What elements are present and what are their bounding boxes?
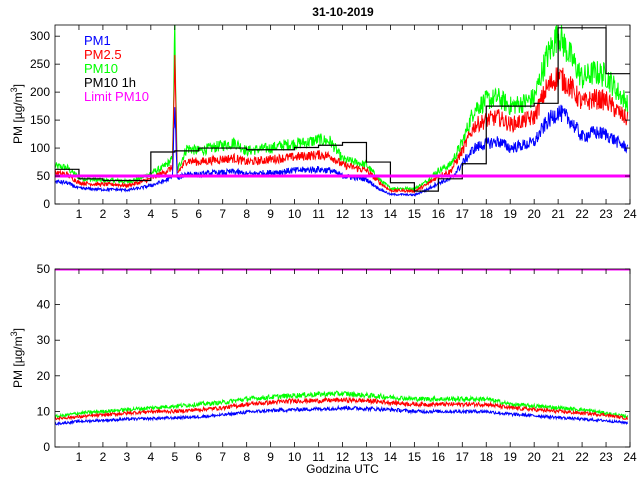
legend-entry-pm10: PM10 [84, 61, 118, 76]
x-tick-label: 15 [408, 207, 422, 221]
x-tick-label: 18 [480, 450, 494, 464]
x-tick-label: 2 [100, 207, 107, 221]
y-tick-label: 300 [30, 29, 50, 43]
x-tick-label: 14 [384, 450, 398, 464]
x-tick-label: 4 [147, 450, 154, 464]
x-tick-label: 24 [623, 207, 637, 221]
x-tick-label: 18 [480, 207, 494, 221]
y-axis-label: PM [µg/m3] [9, 84, 25, 144]
x-axis-label: Godzina UTC [306, 462, 379, 476]
x-tick-label: 14 [384, 207, 398, 221]
top-panel: 1 2 3 4 5 6 7 8 9 10 11 12 13 14 15 16 17 18 19 20 21 22 23 240… [9, 24, 637, 221]
x-tick-label: 21 [551, 450, 565, 464]
y-tick-label: 40 [37, 298, 51, 312]
x-tick-label: 13 [360, 207, 374, 221]
x-tick-label: 12 [336, 450, 350, 464]
x-tick-label: 10 [288, 450, 302, 464]
x-tick-label: 2 [100, 450, 107, 464]
series-pm2-5 [55, 396, 629, 422]
x-tick-label: 17 [456, 207, 470, 221]
x-tick-label: 23 [599, 450, 613, 464]
x-tick-label: 5 [171, 207, 178, 221]
x-tick-label: 16 [432, 207, 446, 221]
x-tick-label: 24 [623, 450, 637, 464]
y-tick-label: 0 [43, 440, 50, 454]
x-tick-label: 3 [124, 450, 131, 464]
y-tick-label: 10 [37, 404, 51, 418]
x-tick-label: 7 [219, 450, 226, 464]
y-tick-label: 20 [37, 369, 51, 383]
plot-area [55, 269, 630, 427]
y-tick-label: 30 [37, 333, 51, 347]
x-tick-label: 6 [195, 207, 202, 221]
x-tick-label: 16 [432, 450, 446, 464]
y-tick-label: 250 [30, 57, 50, 71]
x-tick-label: 19 [504, 450, 518, 464]
y-tick-label: 200 [30, 85, 50, 99]
series-pm10-1h [55, 27, 630, 192]
y-tick-label: 100 [30, 141, 50, 155]
x-tick-label: 8 [243, 450, 250, 464]
y-tick-label: 50 [37, 169, 51, 183]
x-tick-label: 19 [504, 207, 518, 221]
chart-title: 31-10-2019 [312, 5, 374, 19]
series-pm10 [55, 390, 629, 420]
y-tick-label: 50 [37, 262, 51, 276]
x-tick-label: 10 [288, 207, 302, 221]
plot-area [55, 25, 630, 197]
x-tick-label: 3 [124, 207, 131, 221]
x-tick-label: 9 [267, 450, 274, 464]
x-tick-label: 13 [360, 450, 374, 464]
bottom-panel: 1 2 3 4 5 6 7 8 9 10 11 12 13 14 15 16 17 18 19 20 21 22 23 240… [9, 262, 637, 476]
legend-entry-pm10-1h: PM10 1h [84, 75, 136, 90]
x-tick-label: 20 [527, 207, 541, 221]
series-pm1 [55, 404, 629, 427]
x-tick-label: 15 [408, 450, 422, 464]
x-tick-label: 1 [76, 450, 83, 464]
y-tick-label: 150 [30, 113, 50, 127]
x-tick-label: 23 [599, 207, 613, 221]
x-tick-label: 1 [76, 207, 83, 221]
x-tick-label: 6 [195, 450, 202, 464]
y-axis-label: PM [µg/m3] [9, 328, 25, 388]
x-tick-label: 8 [243, 207, 250, 221]
legend-entry-pm1: PM1 [84, 33, 111, 48]
x-tick-label: 5 [171, 450, 178, 464]
legend-entry-pm2-5: PM2.5 [84, 47, 122, 62]
x-tick-label: 4 [147, 207, 154, 221]
x-tick-label: 22 [575, 207, 589, 221]
y-tick-label: 0 [43, 197, 50, 211]
x-tick-label: 7 [219, 207, 226, 221]
x-tick-label: 9 [267, 207, 274, 221]
legend-entry-limit-pm10: Limit PM10 [84, 89, 149, 104]
x-tick-label: 22 [575, 450, 589, 464]
x-tick-label: 11 [312, 207, 325, 221]
x-tick-label: 12 [336, 207, 350, 221]
x-tick-label: 17 [456, 450, 470, 464]
x-tick-label: 21 [551, 207, 565, 221]
x-tick-label: 11 [312, 450, 325, 464]
x-tick-label: 20 [527, 450, 541, 464]
